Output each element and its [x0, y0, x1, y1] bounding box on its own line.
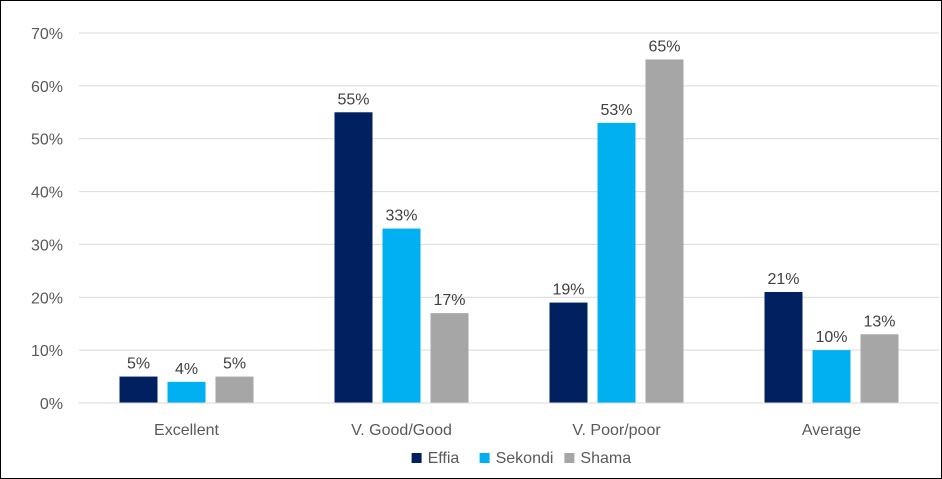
legend-label-effia: Effia: [428, 450, 460, 467]
bar-effia-1: [334, 112, 373, 404]
data-label: 13%: [863, 313, 895, 330]
data-label: 55%: [337, 91, 369, 108]
data-labels: 5% 4% 5% 55% 33% 17% 19% 53% 65% 21% 10% 13%: [127, 38, 896, 377]
bar-sekondi-1: [382, 228, 421, 403]
bar-shama-0: [215, 376, 254, 403]
x-axis: Excellent V. Good/Good V. Poor/poor Average: [79, 402, 939, 439]
data-label: 21%: [767, 271, 799, 288]
y-tick-label: 10%: [31, 343, 63, 360]
y-tick-label: 60%: [31, 79, 63, 96]
y-tick-label: 40%: [31, 185, 63, 202]
x-tick-label: Excellent: [154, 422, 219, 439]
data-label: 65%: [648, 38, 680, 55]
x-tick-label: Average: [802, 422, 861, 439]
x-tick-label: V. Good/Good: [351, 422, 452, 439]
bars: [119, 59, 899, 404]
data-label: 53%: [600, 102, 632, 119]
legend-label-shama: Shama: [580, 450, 631, 467]
bar-shama-1: [430, 313, 469, 403]
x-tick-label: V. Poor/poor: [572, 422, 661, 439]
legend-swatch-sekondi: [479, 453, 490, 463]
data-label: 10%: [815, 329, 847, 346]
gridlines: [79, 32, 939, 351]
data-label: 19%: [552, 282, 584, 299]
bar-sekondi-0: [167, 381, 206, 403]
y-tick-label: 30%: [31, 237, 63, 254]
legend-swatch-shama: [564, 453, 575, 463]
bar-effia-2: [549, 302, 588, 403]
y-tick-label: 70%: [31, 26, 63, 43]
bar-shama-3: [860, 334, 899, 403]
legend-label-sekondi: Sekondi: [496, 450, 554, 467]
y-tick-label: 20%: [31, 290, 63, 307]
data-label: 17%: [433, 292, 465, 309]
bar-effia-0: [119, 376, 158, 403]
bar-shama-2: [645, 59, 684, 404]
data-label: 5%: [223, 356, 246, 373]
data-label: 33%: [385, 208, 417, 225]
y-tick-label: 0%: [40, 396, 63, 413]
data-label: 4%: [175, 361, 198, 378]
legend-swatch-effia: [411, 453, 422, 463]
legend: Effia Sekondi Shama: [411, 450, 631, 467]
bar-effia-3: [764, 292, 803, 403]
bar-sekondi-2: [597, 122, 636, 403]
bar-sekondi-3: [812, 350, 851, 403]
y-tick-label: 50%: [31, 132, 63, 149]
y-axis: 0% 10% 20% 30% 40% 50% 60% 70%: [31, 26, 63, 413]
data-label: 5%: [127, 356, 150, 373]
